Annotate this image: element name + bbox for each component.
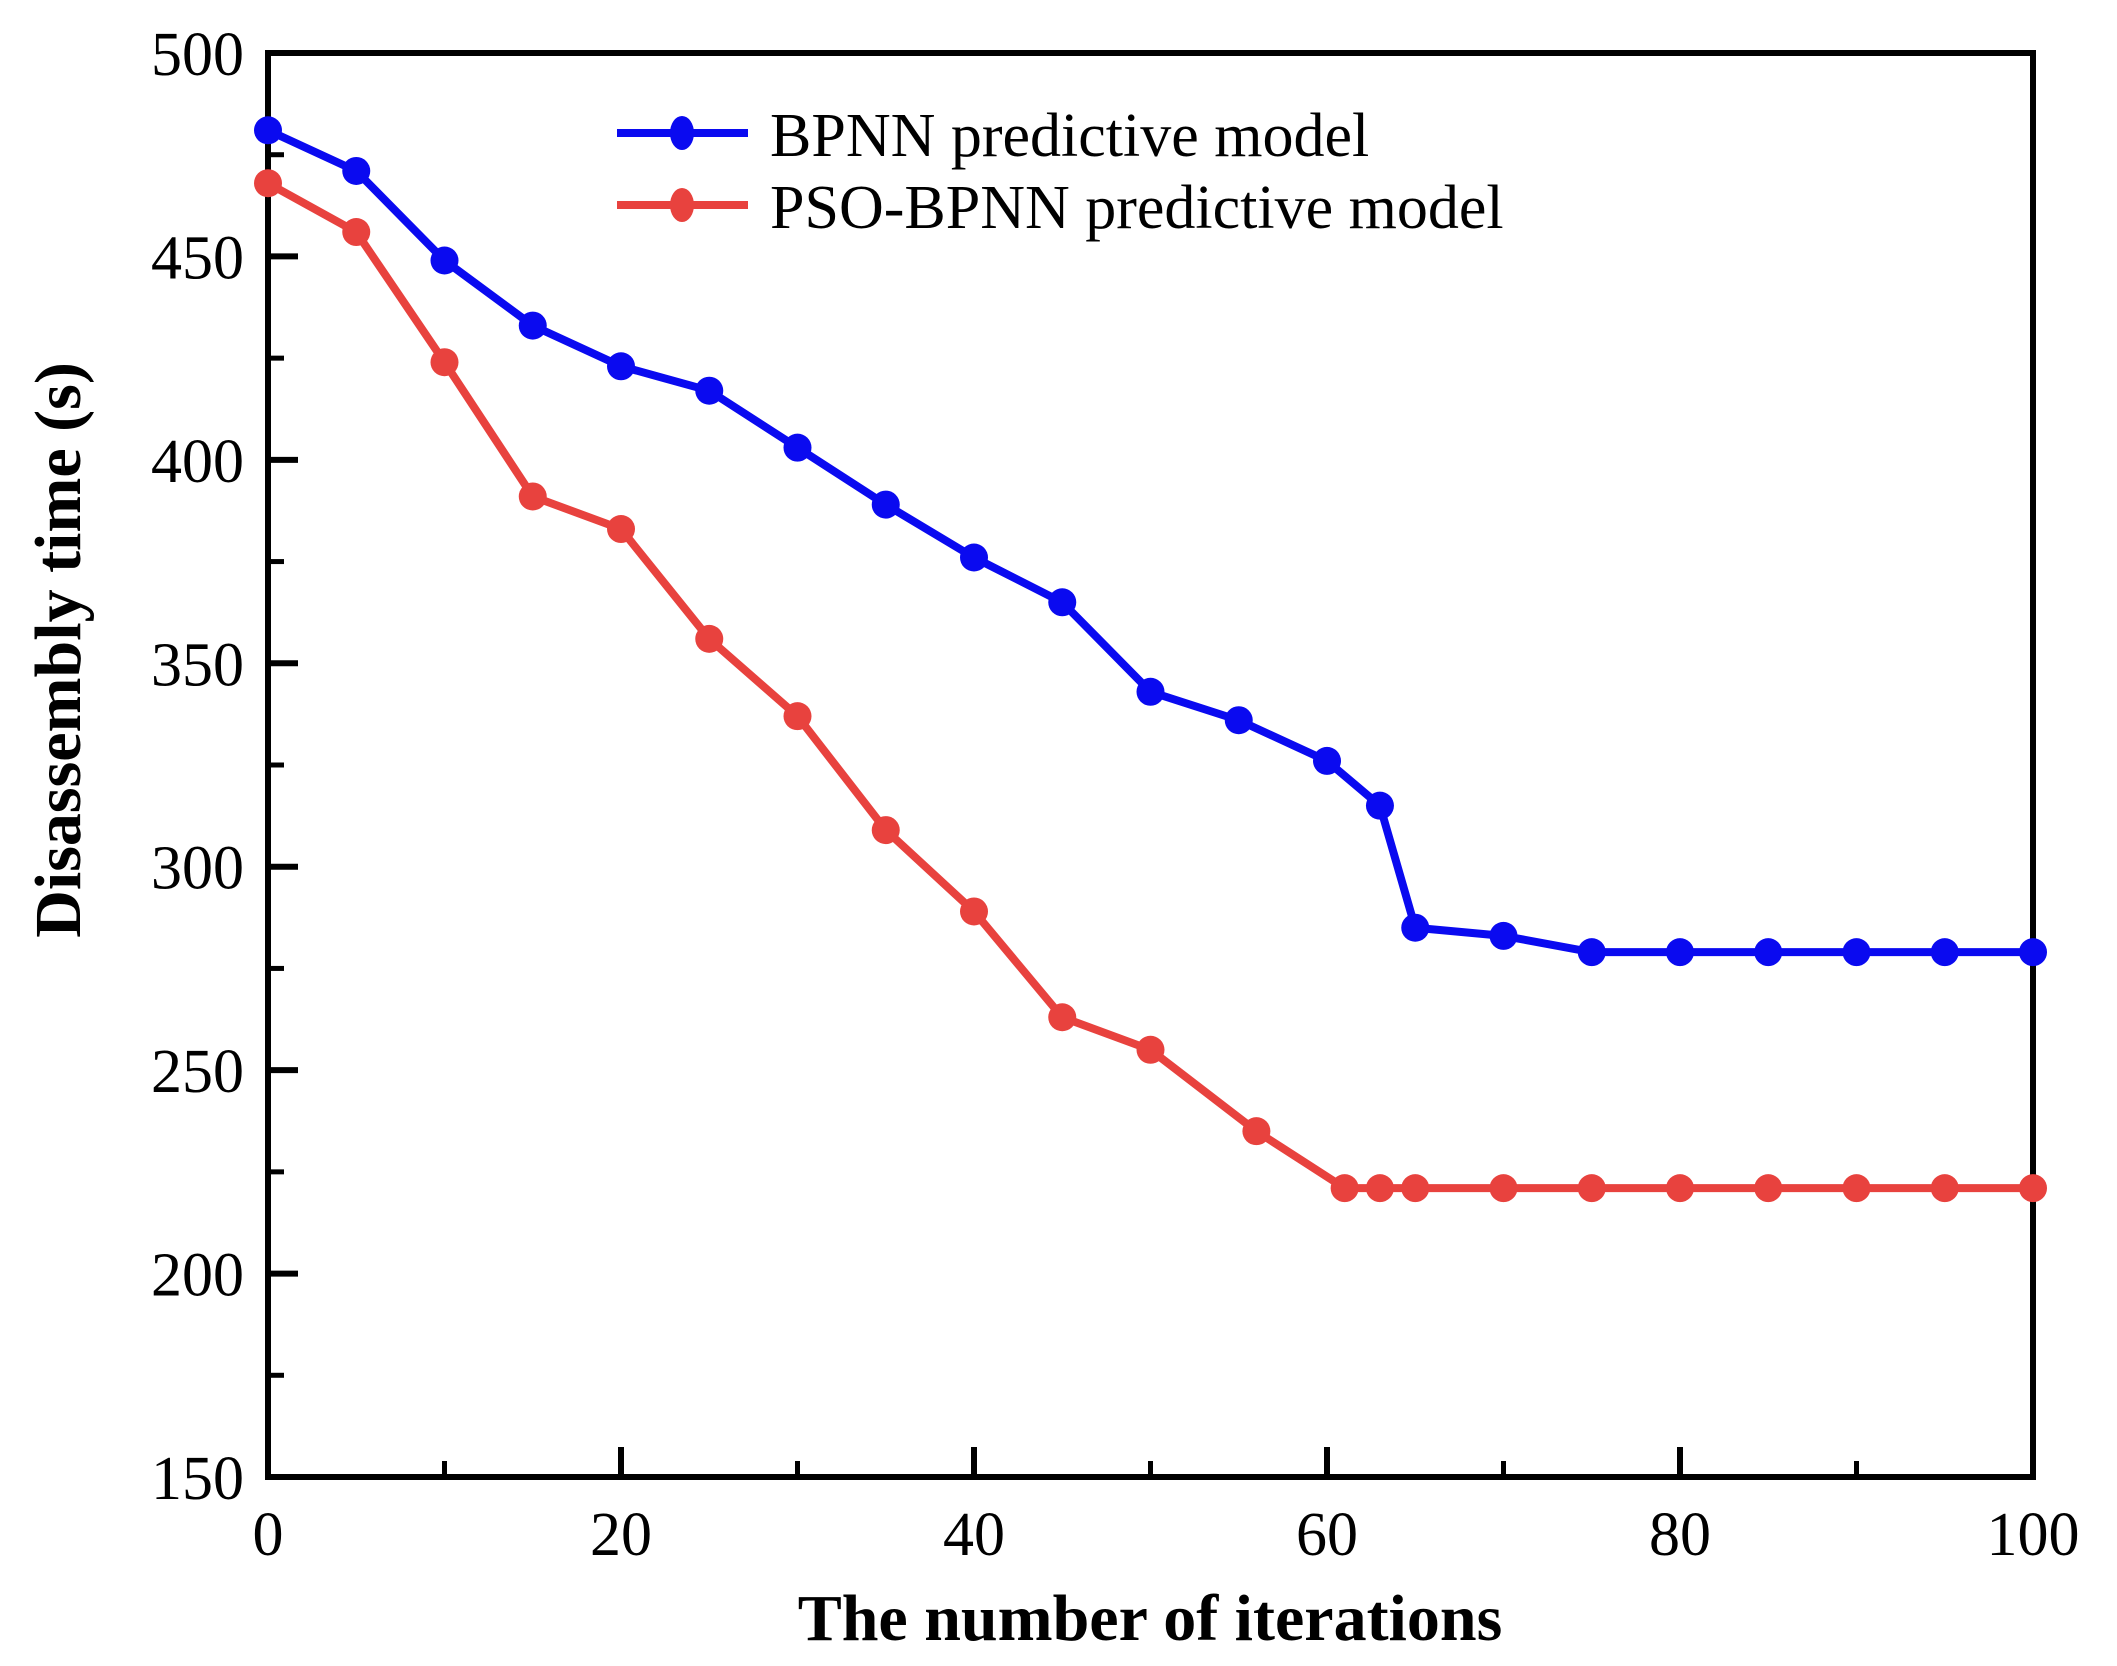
y-tick-label: 450 bbox=[151, 224, 244, 292]
x-tick-label: 40 bbox=[943, 1501, 1005, 1569]
data-point-pso-bpnn bbox=[1930, 1174, 1959, 1203]
data-point-bpnn bbox=[254, 116, 282, 145]
data-point-pso-bpnn bbox=[1401, 1174, 1430, 1203]
y-tick-label: 250 bbox=[151, 1038, 244, 1106]
x-tick-label: 80 bbox=[1649, 1501, 1711, 1569]
x-tick-label: 0 bbox=[253, 1501, 284, 1569]
data-point-pso-bpnn bbox=[1048, 1003, 1077, 1032]
data-point-pso-bpnn bbox=[960, 897, 988, 926]
data-point-pso-bpnn bbox=[254, 169, 282, 198]
plot-frame bbox=[265, 50, 2036, 1480]
data-point-pso-bpnn bbox=[1365, 1174, 1394, 1203]
legend-marker-pso-bpnn bbox=[670, 188, 694, 222]
x-tick-label: 20 bbox=[590, 1501, 652, 1569]
data-point-pso-bpnn bbox=[1842, 1174, 1871, 1203]
data-point-bpnn bbox=[342, 156, 371, 185]
data-point-bpnn bbox=[1754, 938, 1783, 967]
legend-label-pso-bpnn: PSO-BPNN predictive model bbox=[770, 174, 1504, 242]
y-tick-label: 200 bbox=[151, 1242, 244, 1310]
axis-ticks bbox=[265, 50, 2036, 1480]
series-layer bbox=[254, 116, 2047, 1203]
data-point-bpnn bbox=[1489, 921, 1518, 950]
x-axis-title: The number of iterations bbox=[798, 1582, 1503, 1655]
y-tick-label: 500 bbox=[151, 21, 244, 89]
data-point-pso-bpnn bbox=[695, 624, 724, 653]
legend-label-bpnn: BPNN predictive model bbox=[770, 102, 1369, 170]
data-point-pso-bpnn bbox=[1666, 1174, 1694, 1203]
data-point-bpnn bbox=[1365, 791, 1394, 820]
x-tick-label: 60 bbox=[1296, 1501, 1358, 1569]
data-point-pso-bpnn bbox=[1136, 1035, 1165, 1064]
data-point-bpnn bbox=[430, 246, 459, 275]
data-point-bpnn bbox=[1136, 677, 1165, 706]
data-point-bpnn bbox=[518, 311, 547, 340]
data-point-bpnn bbox=[783, 433, 812, 462]
data-point-bpnn bbox=[1842, 938, 1871, 967]
y-tick-label: 300 bbox=[151, 835, 244, 903]
data-point-bpnn bbox=[1401, 913, 1430, 942]
data-point-bpnn bbox=[1577, 938, 1606, 967]
y-tick-label: 150 bbox=[151, 1445, 244, 1513]
series-line-bpnn bbox=[264, 126, 2037, 957]
legend-entry-bpnn: BPNN predictive model bbox=[617, 102, 1369, 170]
data-point-bpnn bbox=[1930, 938, 1959, 967]
tick-labels: 0 20 40 60 80 100 150 200 250 300 350 400 450 500 bbox=[151, 21, 2080, 1569]
legend-entry-pso-bpnn: PSO-BPNN predictive model bbox=[617, 174, 1504, 242]
data-point-pso-bpnn bbox=[2019, 1174, 2047, 1203]
data-point-pso-bpnn bbox=[430, 348, 459, 377]
legend: BPNN predictive model PSO-BPNN predictiv… bbox=[617, 102, 1504, 242]
data-point-bpnn bbox=[607, 352, 635, 381]
data-point-bpnn bbox=[2019, 938, 2047, 967]
data-point-bpnn bbox=[1666, 938, 1694, 967]
y-tick-label: 400 bbox=[151, 428, 244, 496]
y-tick-label: 350 bbox=[151, 631, 244, 699]
y-axis-title: Disassembly time (s) bbox=[22, 362, 95, 938]
data-point-pso-bpnn bbox=[1242, 1117, 1271, 1146]
data-point-bpnn bbox=[871, 490, 900, 519]
data-point-pso-bpnn bbox=[1577, 1174, 1606, 1203]
data-point-pso-bpnn bbox=[1754, 1174, 1783, 1203]
data-point-pso-bpnn bbox=[342, 218, 371, 247]
x-tick-label: 100 bbox=[1987, 1501, 2080, 1569]
data-point-bpnn bbox=[695, 376, 724, 405]
data-point-bpnn bbox=[1313, 746, 1341, 775]
data-point-bpnn bbox=[960, 543, 988, 572]
data-point-bpnn bbox=[1224, 706, 1253, 735]
data-point-pso-bpnn bbox=[871, 816, 900, 845]
series-line-pso-bpnn bbox=[264, 179, 2037, 1193]
data-point-bpnn bbox=[1048, 588, 1077, 617]
data-point-pso-bpnn bbox=[518, 482, 547, 511]
legend-marker-bpnn bbox=[670, 116, 694, 150]
data-point-pso-bpnn bbox=[783, 702, 812, 731]
data-point-pso-bpnn bbox=[1489, 1174, 1518, 1203]
data-point-pso-bpnn bbox=[1330, 1174, 1359, 1203]
data-point-pso-bpnn bbox=[607, 515, 635, 544]
